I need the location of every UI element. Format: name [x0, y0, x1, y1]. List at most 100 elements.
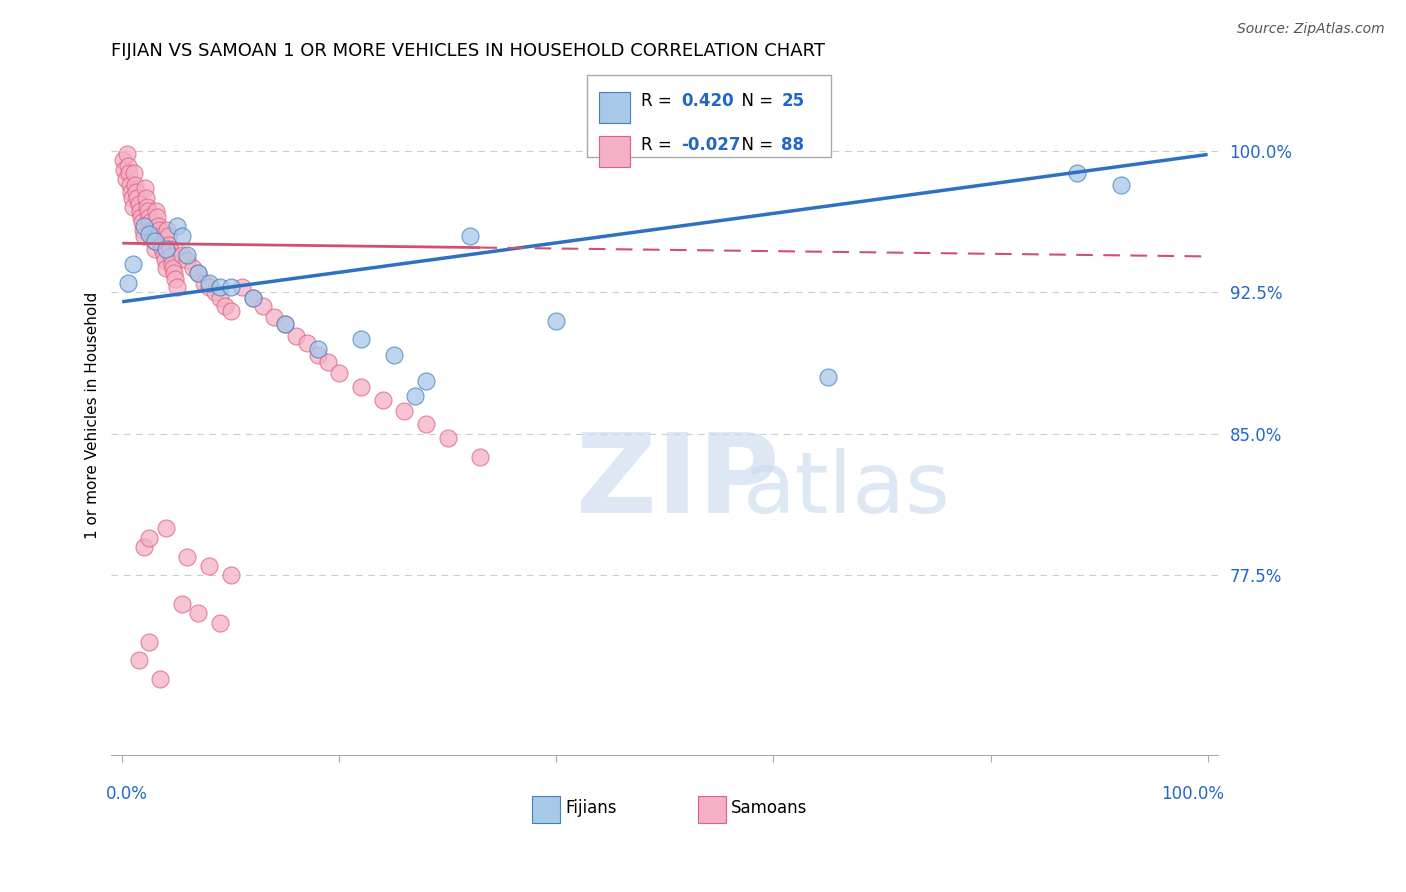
Point [138, 531, 160, 545]
Point [121, 191, 143, 205]
Point [382, 348, 405, 362]
Point [127, 191, 149, 205]
Point [198, 276, 221, 290]
Point [132, 540, 155, 554]
Point [136, 200, 159, 214]
Point [159, 242, 181, 256]
Point [415, 417, 437, 432]
Point [122, 200, 145, 214]
Text: N =: N = [731, 136, 779, 154]
Point [149, 228, 172, 243]
Point [141, 223, 163, 237]
Point [231, 279, 253, 293]
Point [138, 634, 160, 648]
Point [404, 389, 426, 403]
Point [131, 215, 153, 229]
Point [371, 392, 394, 407]
Point [135, 191, 157, 205]
Point [307, 342, 329, 356]
Point [394, 404, 416, 418]
Point [307, 348, 329, 362]
Text: 0.0%: 0.0% [105, 785, 148, 804]
Point [142, 228, 165, 243]
Point [122, 166, 145, 180]
Bar [699, 796, 725, 822]
Point [160, 257, 183, 271]
Point [166, 219, 188, 234]
Point [143, 235, 166, 249]
Point [187, 267, 209, 281]
Point [284, 328, 307, 343]
Text: N =: N = [731, 92, 779, 111]
Bar [599, 136, 630, 167]
Point [138, 210, 160, 224]
Point [160, 249, 183, 263]
Point [219, 279, 242, 293]
Point [132, 228, 155, 243]
Point [219, 568, 242, 582]
Point [263, 310, 285, 324]
Y-axis label: 1 or more Vehicles in Household: 1 or more Vehicles in Household [86, 292, 100, 539]
Point [157, 238, 180, 252]
Text: Fijians: Fijians [565, 799, 617, 817]
Point [145, 204, 167, 219]
Point [242, 291, 264, 305]
Point [163, 267, 186, 281]
Point [208, 615, 231, 630]
Point [118, 178, 141, 192]
Point [242, 291, 264, 305]
Point [295, 336, 318, 351]
Point [181, 260, 204, 275]
Point [415, 374, 437, 388]
Point [120, 186, 142, 200]
Point [187, 606, 209, 620]
Bar [599, 92, 630, 123]
Point [162, 260, 184, 275]
Text: R =: R = [641, 92, 676, 111]
Point [146, 210, 169, 224]
Point [124, 178, 146, 192]
Point [150, 238, 173, 252]
Point [139, 215, 162, 229]
Point [208, 279, 231, 293]
Point [155, 521, 177, 535]
Point [274, 318, 297, 332]
Point [155, 260, 177, 275]
Point [112, 153, 135, 168]
Text: Source: ZipAtlas.com: Source: ZipAtlas.com [1237, 22, 1385, 37]
Point [129, 210, 152, 224]
Point [546, 313, 568, 327]
Point [328, 367, 350, 381]
Point [134, 181, 156, 195]
Point [117, 159, 139, 173]
Point [165, 272, 187, 286]
Point [122, 257, 145, 271]
Point [143, 242, 166, 256]
Point [128, 653, 150, 667]
Point [274, 318, 297, 332]
Point [156, 228, 179, 243]
Point [437, 431, 460, 445]
Point [1109, 178, 1132, 192]
Point [132, 219, 155, 234]
Text: 88: 88 [782, 136, 804, 154]
Point [149, 673, 172, 687]
Point [204, 285, 226, 300]
Bar [531, 796, 560, 822]
Point [156, 223, 179, 237]
Point [470, 450, 492, 464]
Point [115, 147, 138, 161]
Point [458, 228, 481, 243]
Point [219, 304, 242, 318]
Text: R =: R = [641, 136, 676, 154]
Point [155, 242, 177, 256]
Point [142, 235, 165, 249]
Point [125, 186, 148, 200]
Point [1066, 166, 1088, 180]
Point [176, 549, 198, 564]
Point [128, 196, 150, 211]
Point [187, 267, 209, 281]
Point [817, 370, 839, 384]
Point [198, 559, 221, 574]
Text: 100.0%: 100.0% [1161, 785, 1225, 804]
